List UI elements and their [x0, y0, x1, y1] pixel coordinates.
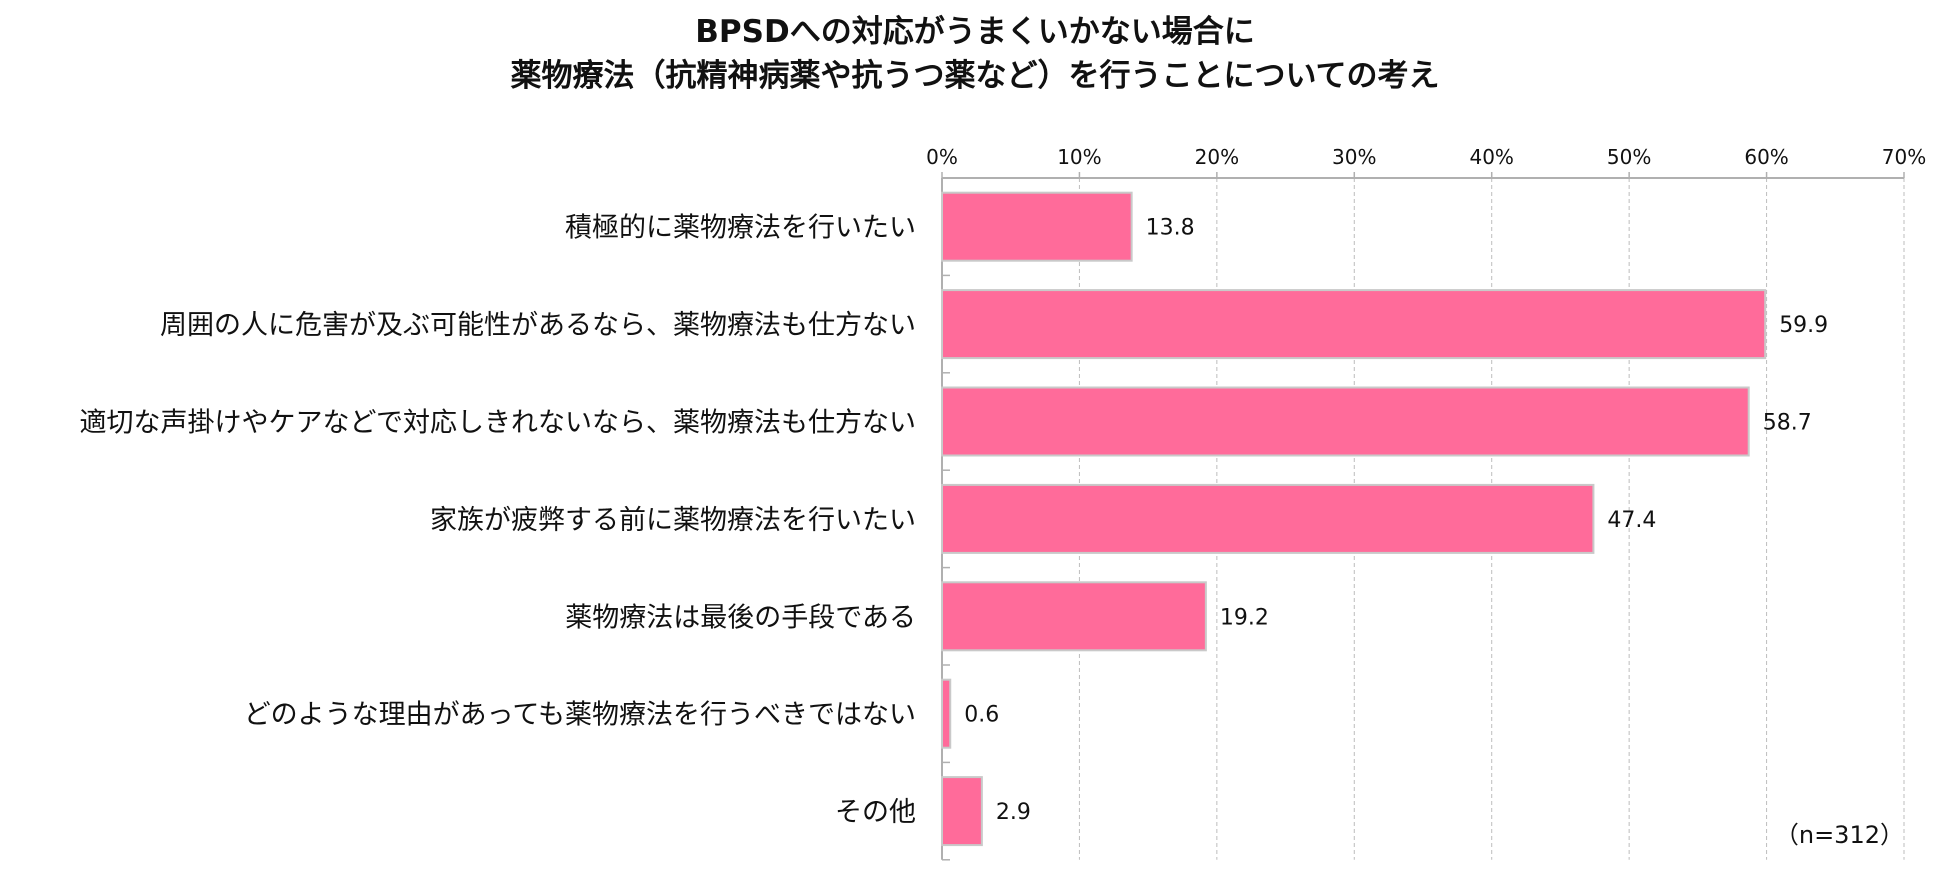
x-tick-label: 60% [1744, 145, 1788, 169]
bar-value-label: 59.9 [1779, 313, 1828, 338]
bar [941, 678, 952, 749]
bar [941, 191, 1133, 262]
x-tick-label: 50% [1607, 145, 1651, 169]
bar-value-label: 19.2 [1220, 605, 1269, 630]
x-tick-label: 20% [1195, 145, 1239, 169]
category-label: 適切な声掛けやケアなどで対応しきれないなら、薬物療法も仕方ない [80, 408, 916, 439]
bar-value-label: 13.8 [1146, 216, 1195, 241]
category-label: 家族が疲弊する前に薬物療法を行いたい [430, 505, 916, 536]
bar [941, 289, 1767, 360]
category-label: どのような理由があっても薬物療法を行うべきではない [244, 700, 916, 731]
sample-size-note: （n=312） [1774, 821, 1904, 849]
bar-value-label: 2.9 [996, 800, 1031, 825]
bar [941, 386, 1750, 457]
chart-title-line-2: 薬物療法（抗精神病薬や抗うつ薬など）を行うことについての考え [510, 58, 1440, 94]
bar-value-label: 0.6 [964, 703, 999, 728]
x-tick-label: 70% [1882, 145, 1926, 169]
bar [941, 581, 1207, 652]
bar-value-label: 58.7 [1763, 411, 1812, 436]
bar [941, 483, 1595, 554]
bar [941, 776, 983, 847]
chart-title: BPSDへの対応がうまくいかない場合に 薬物療法（抗精神病薬や抗うつ薬など）を行… [0, 10, 1950, 98]
category-label: 積極的に薬物療法を行いたい [565, 213, 916, 244]
category-label: 周囲の人に危害が及ぶ可能性があるなら、薬物療法も仕方ない [160, 310, 916, 341]
category-label: 薬物療法は最後の手段である [565, 602, 916, 633]
x-tick-label: 40% [1469, 145, 1513, 169]
x-tick-label: 30% [1332, 145, 1376, 169]
category-label: その他 [835, 797, 916, 828]
chart-title-line-1: BPSDへの対応がうまくいかない場合に [695, 14, 1255, 50]
x-tick-label: 10% [1057, 145, 1101, 169]
bar-value-label: 47.4 [1607, 508, 1656, 533]
x-tick-label: 0% [926, 145, 958, 169]
